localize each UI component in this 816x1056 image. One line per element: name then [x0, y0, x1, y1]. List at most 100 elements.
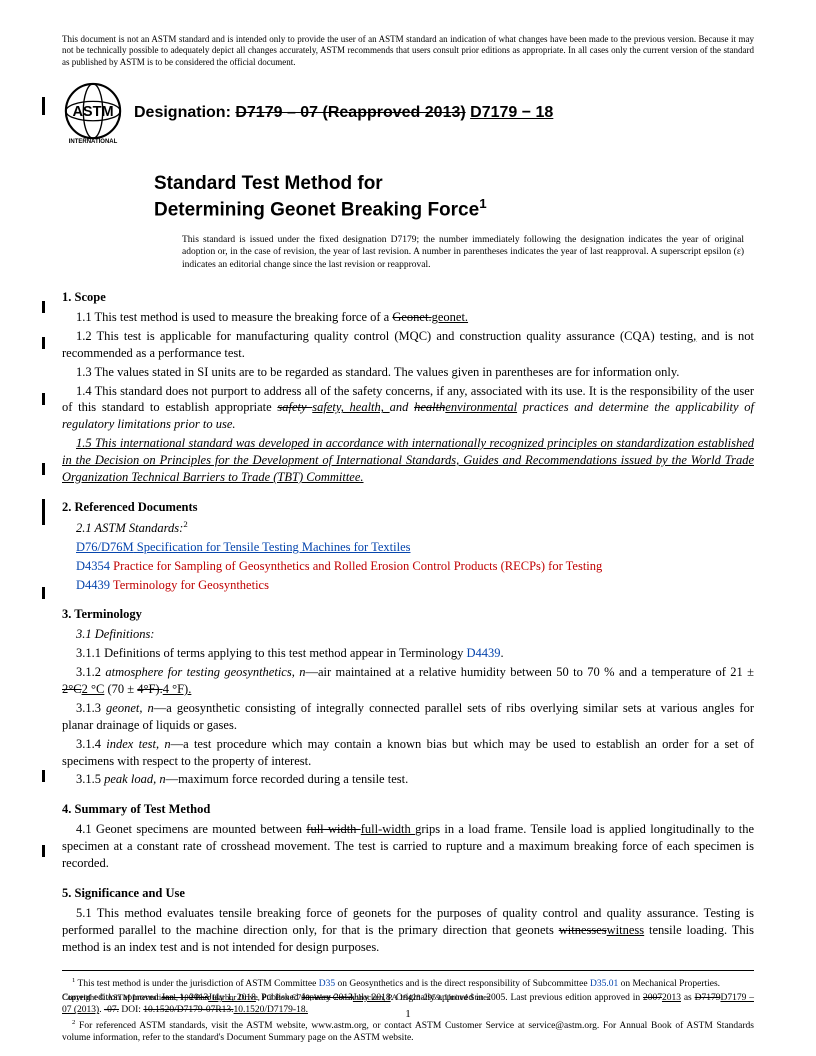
title-footnote-ref: 1: [479, 196, 486, 211]
change-bar: [42, 337, 45, 349]
ref-code[interactable]: D4439: [76, 578, 110, 592]
t: 4.1 Geonet specimens are mounted between: [76, 822, 306, 836]
para-1.3: 1.3 The values stated in SI units are to…: [62, 364, 754, 381]
copyright-line: Copyright © ASTM International, 100 Barr…: [62, 992, 490, 1002]
ref-title: Practice for Sampling of Geosynthetics a…: [110, 559, 602, 573]
para-3.1: 3.1 Definitions:: [62, 626, 754, 643]
u: 4 °F).: [163, 682, 192, 696]
s: health: [414, 400, 445, 414]
link-d35[interactable]: D35: [319, 979, 335, 989]
t: —a geosynthetic consisting of integrally…: [62, 701, 754, 732]
footnote-2: 2 For referenced ASTM standards, visit t…: [62, 1019, 754, 1045]
para-2.1: 2.1 ASTM Standards:2: [62, 519, 754, 537]
t: as: [681, 993, 695, 1003]
link-d35-01[interactable]: D35.01: [590, 979, 618, 989]
section-4-head: 4. Summary of Test Method: [62, 802, 754, 817]
s: 2°C: [62, 682, 82, 696]
t: 2.1 ASTM Standards:: [76, 521, 183, 535]
t: .: [501, 646, 504, 660]
t: 1.1 This test method is used to measure …: [76, 310, 392, 324]
change-bar: [42, 97, 45, 115]
t: 3.1.4: [76, 737, 106, 751]
t: on Mechanical Properties.: [618, 979, 720, 989]
ref-d4354: D4354 Practice for Sampling of Geosynthe…: [76, 558, 754, 575]
link-d4439[interactable]: D4439: [467, 646, 501, 660]
para-1.4: 1.4 This standard does not purport to ad…: [62, 383, 754, 434]
title-line2: Determining Geonet Breaking Force: [154, 199, 479, 220]
s: witnesses: [559, 923, 607, 937]
designation-label: Designation:: [134, 104, 231, 121]
u: 2013: [662, 993, 681, 1003]
para-1.1: 1.1 This test method is used to measure …: [62, 309, 754, 326]
ref-title: Terminology for Geosynthetics: [110, 578, 269, 592]
term: index test, n: [106, 737, 170, 751]
s: 4°F).: [137, 682, 163, 696]
header-row: ASTM INTERNATIONAL Designation: D7179 – …: [62, 82, 754, 144]
designation-old: D7179 – 07 (Reapproved 2013): [235, 104, 465, 121]
u: full-width: [361, 822, 415, 836]
logo-text: ASTM: [72, 104, 113, 120]
s: D7179: [695, 993, 721, 1003]
change-bar: [42, 499, 45, 525]
section-5-head: 5. Significance and Use: [62, 886, 754, 901]
t: and: [390, 400, 414, 414]
s: full width: [306, 822, 360, 836]
title-block: Standard Test Method for Determining Geo…: [154, 172, 754, 272]
s: 2007: [643, 993, 662, 1003]
change-bar: [42, 463, 45, 475]
t: 3.1.3: [76, 701, 106, 715]
change-bar: [42, 587, 45, 599]
t: 1.2 This test is applicable for manufact…: [76, 329, 693, 343]
term: atmosphere for testing geosynthetics, n: [105, 665, 305, 679]
t: on Geosynthetics and is the direct respo…: [335, 979, 590, 989]
t: 3.1 Definitions:: [76, 627, 154, 641]
t: This test method is under the jurisdicti…: [75, 979, 318, 989]
para-5.1: 5.1 This method evaluates tensile breaki…: [62, 905, 754, 956]
ref-code[interactable]: D4354: [76, 559, 110, 573]
para-3.1.4: 3.1.4 index test, n—a test procedure whi…: [62, 736, 754, 770]
footnote-1: 1 This test method is under the jurisdic…: [62, 977, 754, 991]
ref-d4439: D4439 Terminology for Geosynthetics: [76, 577, 754, 594]
para-3.1.1: 3.1.1 Definitions of terms applying to t…: [62, 645, 754, 662]
section-3-head: 3. Terminology: [62, 607, 754, 622]
change-bar: [42, 301, 45, 313]
document-title: Standard Test Method for Determining Geo…: [154, 172, 754, 222]
ref-title[interactable]: Specification for Tensile Testing Machin…: [134, 540, 411, 554]
t: —air maintained at a relative humidity b…: [305, 665, 754, 679]
s: Geonet.: [392, 310, 431, 324]
u: witness: [607, 923, 645, 937]
para-3.1.5: 3.1.5 peak load, n—maximum force recorde…: [62, 771, 754, 788]
t: 3.1.2: [76, 665, 105, 679]
t: 3.1.1 Definitions of terms applying to t…: [76, 646, 467, 660]
term: geonet, n: [106, 701, 154, 715]
top-disclaimer: This document is not an ASTM standard an…: [62, 34, 754, 68]
u: safety, health,: [312, 400, 389, 414]
ref-code[interactable]: D76/D76M: [76, 540, 134, 554]
u: environmental: [445, 400, 517, 414]
section-1-head: 1. Scope: [62, 290, 754, 305]
u: geonet.: [432, 310, 468, 324]
s: safety: [277, 400, 312, 414]
section-2-head: 2. Referenced Documents: [62, 500, 754, 515]
t: 1.5: [76, 436, 92, 450]
designation-new: D7179 − 18: [470, 104, 553, 121]
ref-d76: D76/D76M Specification for Tensile Testi…: [76, 539, 754, 556]
t: For referenced ASTM standards, visit the…: [62, 1021, 754, 1043]
para-3.1.3: 3.1.3 geonet, n—a geosynthetic consistin…: [62, 700, 754, 734]
fn2-ref: 2: [183, 519, 187, 529]
para-1.2: 1.2 This test is applicable for manufact…: [62, 328, 754, 362]
para-3.1.2: 3.1.2 atmosphere for testing geosyntheti…: [62, 664, 754, 698]
logo-subtext: INTERNATIONAL: [69, 139, 118, 144]
designation-line: Designation: D7179 – 07 (Reapproved 2013…: [134, 104, 553, 122]
para-4.1: 4.1 Geonet specimens are mounted between…: [62, 821, 754, 872]
para-1.5: 1.5 This international standard was deve…: [62, 435, 754, 486]
title-line1: Standard Test Method for: [154, 173, 383, 194]
change-bar: [42, 770, 45, 782]
u: 2 °C: [82, 682, 105, 696]
page-number: 1: [0, 1008, 816, 1020]
term: peak load, n: [104, 772, 165, 786]
t: —maximum force recorded during a tensile…: [166, 772, 409, 786]
t: 3.1.5: [76, 772, 104, 786]
page: This document is not an ASTM standard an…: [0, 0, 816, 1056]
change-bar: [42, 845, 45, 857]
